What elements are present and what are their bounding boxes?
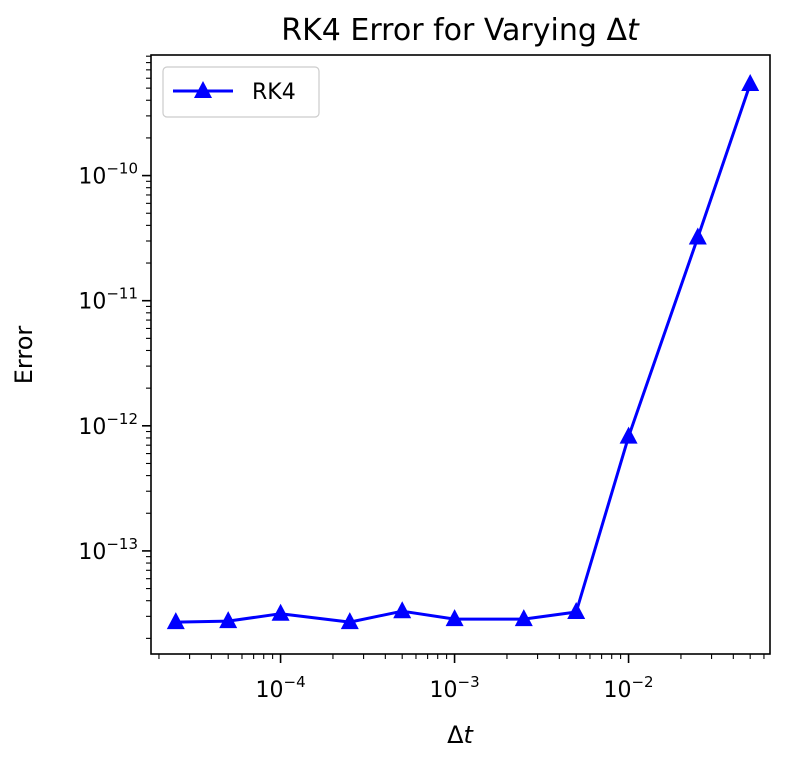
- y-tick-label-base: 10: [78, 165, 106, 190]
- data-point-marker: [567, 602, 586, 619]
- chart-title-prefix: RK4 Error for Varying Δ: [281, 13, 627, 48]
- x-axis-label-prefix: Δ: [447, 721, 464, 749]
- data-point-marker: [688, 227, 707, 245]
- x-tick-label: 10−4: [256, 673, 306, 703]
- y-tick-label: 10−10: [78, 160, 138, 190]
- x-tick-label: 10−2: [603, 673, 653, 703]
- data-point-marker: [219, 611, 238, 629]
- y-tick-label: 10−11: [78, 285, 138, 315]
- y-tick-label-exponent: −13: [106, 535, 138, 553]
- y-axis-label: Error: [10, 326, 38, 385]
- series-rk4: [166, 74, 760, 630]
- series-line-rk4: [175, 83, 752, 624]
- legend: RK4: [162, 66, 320, 118]
- data-point-marker: [741, 74, 760, 91]
- data-point-marker: [271, 603, 290, 621]
- y-tick-label-exponent: −11: [106, 285, 138, 303]
- x-tick-label-exponent: −3: [458, 673, 480, 691]
- legend-box: [162, 66, 320, 118]
- plot-area: [150, 54, 771, 655]
- data-point-marker: [619, 426, 638, 444]
- data-point-marker: [340, 612, 359, 630]
- x-tick-label-exponent: −2: [631, 673, 653, 691]
- y-tick-label-exponent: −12: [106, 410, 138, 428]
- y-tick-label: 10−13: [78, 535, 138, 565]
- x-tick-label-exponent: −4: [284, 673, 306, 691]
- x-axis-label-variable: t: [464, 721, 475, 749]
- chart-title: RK4 Error for Varying Δt: [281, 13, 640, 48]
- x-axis: 10−4 10−3 10−2: [158, 654, 765, 703]
- legend-marker-triangle: [194, 81, 212, 98]
- chart-title-variable: t: [627, 13, 640, 48]
- y-tick-label-base: 10: [78, 540, 106, 565]
- x-axis-label: Δt: [447, 721, 474, 749]
- data-point-marker: [514, 609, 533, 627]
- y-tick-label-base: 10: [78, 415, 106, 440]
- x-tick-label-base: 10: [603, 678, 631, 703]
- y-tick-label-base: 10: [78, 290, 106, 315]
- data-point-marker: [393, 601, 412, 619]
- y-tick-label-exponent: −10: [106, 160, 138, 178]
- x-tick-label-base: 10: [430, 678, 458, 703]
- x-tick-label-base: 10: [256, 678, 284, 703]
- x-tick-label: 10−3: [430, 673, 480, 703]
- data-point-marker: [445, 609, 464, 627]
- legend-entry-rk4: RK4: [252, 80, 296, 105]
- y-tick-label: 10−12: [78, 410, 138, 440]
- data-point-marker: [166, 612, 185, 630]
